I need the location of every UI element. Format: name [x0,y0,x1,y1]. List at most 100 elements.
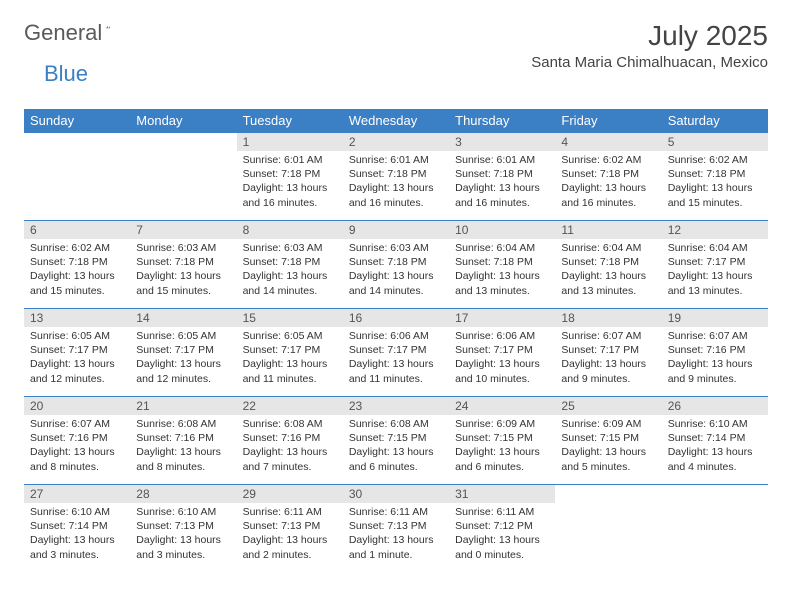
sunset-line: Sunset: 7:17 PM [455,343,549,357]
sunset-line: Sunset: 7:14 PM [30,519,124,533]
sunset-line: Sunset: 7:15 PM [349,431,443,445]
sunrise-line: Sunrise: 6:09 AM [561,417,655,431]
day-cell: 27Sunrise: 6:10 AMSunset: 7:14 PMDayligh… [24,485,130,573]
day-cell: 18Sunrise: 6:07 AMSunset: 7:17 PMDayligh… [555,309,661,397]
daylight-line: Daylight: 13 hours and 14 minutes. [349,269,443,297]
sunrise-line: Sunrise: 6:07 AM [668,329,762,343]
sunrise-line: Sunrise: 6:09 AM [455,417,549,431]
day-details: Sunrise: 6:03 AMSunset: 7:18 PMDaylight:… [130,239,236,302]
day-cell: 17Sunrise: 6:06 AMSunset: 7:17 PMDayligh… [449,309,555,397]
sunset-line: Sunset: 7:13 PM [349,519,443,533]
day-details: Sunrise: 6:02 AMSunset: 7:18 PMDaylight:… [662,151,768,214]
daylight-line: Daylight: 13 hours and 16 minutes. [455,181,549,209]
day-cell: 26Sunrise: 6:10 AMSunset: 7:14 PMDayligh… [662,397,768,485]
weekday-header: Friday [555,109,661,133]
day-details: Sunrise: 6:03 AMSunset: 7:18 PMDaylight:… [343,239,449,302]
day-number: 9 [343,221,449,239]
sunrise-line: Sunrise: 6:05 AM [136,329,230,343]
sunset-line: Sunset: 7:17 PM [668,255,762,269]
sunset-line: Sunset: 7:17 PM [243,343,337,357]
sunset-line: Sunset: 7:15 PM [561,431,655,445]
sunset-line: Sunset: 7:13 PM [136,519,230,533]
daylight-line: Daylight: 13 hours and 8 minutes. [30,445,124,473]
day-number: 16 [343,309,449,327]
daylight-line: Daylight: 13 hours and 11 minutes. [349,357,443,385]
day-details: Sunrise: 6:01 AMSunset: 7:18 PMDaylight:… [343,151,449,214]
sunset-line: Sunset: 7:18 PM [349,255,443,269]
day-cell: 13Sunrise: 6:05 AMSunset: 7:17 PMDayligh… [24,309,130,397]
daylight-line: Daylight: 13 hours and 15 minutes. [30,269,124,297]
day-cell: 12Sunrise: 6:04 AMSunset: 7:17 PMDayligh… [662,221,768,309]
day-details: Sunrise: 6:01 AMSunset: 7:18 PMDaylight:… [237,151,343,214]
day-details: Sunrise: 6:11 AMSunset: 7:13 PMDaylight:… [237,503,343,566]
daylight-line: Daylight: 13 hours and 16 minutes. [349,181,443,209]
day-number: 14 [130,309,236,327]
day-number: 20 [24,397,130,415]
daylight-line: Daylight: 13 hours and 6 minutes. [455,445,549,473]
week-row: 13Sunrise: 6:05 AMSunset: 7:17 PMDayligh… [24,309,768,397]
day-details: Sunrise: 6:08 AMSunset: 7:16 PMDaylight:… [130,415,236,478]
daylight-line: Daylight: 13 hours and 15 minutes. [136,269,230,297]
day-cell: 6Sunrise: 6:02 AMSunset: 7:18 PMDaylight… [24,221,130,309]
daylight-line: Daylight: 13 hours and 16 minutes. [561,181,655,209]
day-cell: 8Sunrise: 6:03 AMSunset: 7:18 PMDaylight… [237,221,343,309]
day-cell: 1Sunrise: 6:01 AMSunset: 7:18 PMDaylight… [237,133,343,221]
sunset-line: Sunset: 7:16 PM [243,431,337,445]
week-row: 27Sunrise: 6:10 AMSunset: 7:14 PMDayligh… [24,485,768,573]
sunrise-line: Sunrise: 6:10 AM [30,505,124,519]
day-number: 7 [130,221,236,239]
sunrise-line: Sunrise: 6:03 AM [349,241,443,255]
day-number: 11 [555,221,661,239]
sunset-line: Sunset: 7:16 PM [136,431,230,445]
day-cell [130,133,236,221]
day-number: 3 [449,133,555,151]
day-number: 28 [130,485,236,503]
sunrise-line: Sunrise: 6:06 AM [349,329,443,343]
day-cell: 3Sunrise: 6:01 AMSunset: 7:18 PMDaylight… [449,133,555,221]
sunset-line: Sunset: 7:17 PM [136,343,230,357]
day-details: Sunrise: 6:04 AMSunset: 7:17 PMDaylight:… [662,239,768,302]
daylight-line: Daylight: 13 hours and 16 minutes. [243,181,337,209]
day-number: 1 [237,133,343,151]
day-cell [24,133,130,221]
daylight-line: Daylight: 13 hours and 2 minutes. [243,533,337,561]
sunset-line: Sunset: 7:18 PM [30,255,124,269]
day-cell: 21Sunrise: 6:08 AMSunset: 7:16 PMDayligh… [130,397,236,485]
day-details: Sunrise: 6:10 AMSunset: 7:14 PMDaylight:… [662,415,768,478]
day-cell: 23Sunrise: 6:08 AMSunset: 7:15 PMDayligh… [343,397,449,485]
sunset-line: Sunset: 7:17 PM [349,343,443,357]
day-cell: 22Sunrise: 6:08 AMSunset: 7:16 PMDayligh… [237,397,343,485]
sunrise-line: Sunrise: 6:11 AM [243,505,337,519]
day-details: Sunrise: 6:07 AMSunset: 7:17 PMDaylight:… [555,327,661,390]
sunset-line: Sunset: 7:18 PM [668,167,762,181]
day-details: Sunrise: 6:06 AMSunset: 7:17 PMDaylight:… [449,327,555,390]
weekday-header: Sunday [24,109,130,133]
sunset-line: Sunset: 7:17 PM [30,343,124,357]
day-number: 18 [555,309,661,327]
daylight-line: Daylight: 13 hours and 4 minutes. [668,445,762,473]
daylight-line: Daylight: 13 hours and 1 minute. [349,533,443,561]
week-row: 1Sunrise: 6:01 AMSunset: 7:18 PMDaylight… [24,133,768,221]
day-details: Sunrise: 6:05 AMSunset: 7:17 PMDaylight:… [130,327,236,390]
sunset-line: Sunset: 7:18 PM [349,167,443,181]
sunrise-line: Sunrise: 6:05 AM [30,329,124,343]
day-cell: 20Sunrise: 6:07 AMSunset: 7:16 PMDayligh… [24,397,130,485]
weekday-header-row: Sunday Monday Tuesday Wednesday Thursday… [24,109,768,133]
sunrise-line: Sunrise: 6:04 AM [561,241,655,255]
daylight-line: Daylight: 13 hours and 14 minutes. [243,269,337,297]
day-details: Sunrise: 6:04 AMSunset: 7:18 PMDaylight:… [555,239,661,302]
day-number: 26 [662,397,768,415]
sunset-line: Sunset: 7:16 PM [668,343,762,357]
logo-text-blue: Blue [44,61,88,86]
sunrise-line: Sunrise: 6:10 AM [136,505,230,519]
daylight-line: Daylight: 13 hours and 3 minutes. [30,533,124,561]
daylight-line: Daylight: 13 hours and 3 minutes. [136,533,230,561]
day-details: Sunrise: 6:07 AMSunset: 7:16 PMDaylight:… [662,327,768,390]
sunrise-line: Sunrise: 6:01 AM [349,153,443,167]
daylight-line: Daylight: 13 hours and 13 minutes. [668,269,762,297]
day-number: 30 [343,485,449,503]
day-number: 22 [237,397,343,415]
sunset-line: Sunset: 7:17 PM [561,343,655,357]
sunset-line: Sunset: 7:15 PM [455,431,549,445]
day-details: Sunrise: 6:03 AMSunset: 7:18 PMDaylight:… [237,239,343,302]
